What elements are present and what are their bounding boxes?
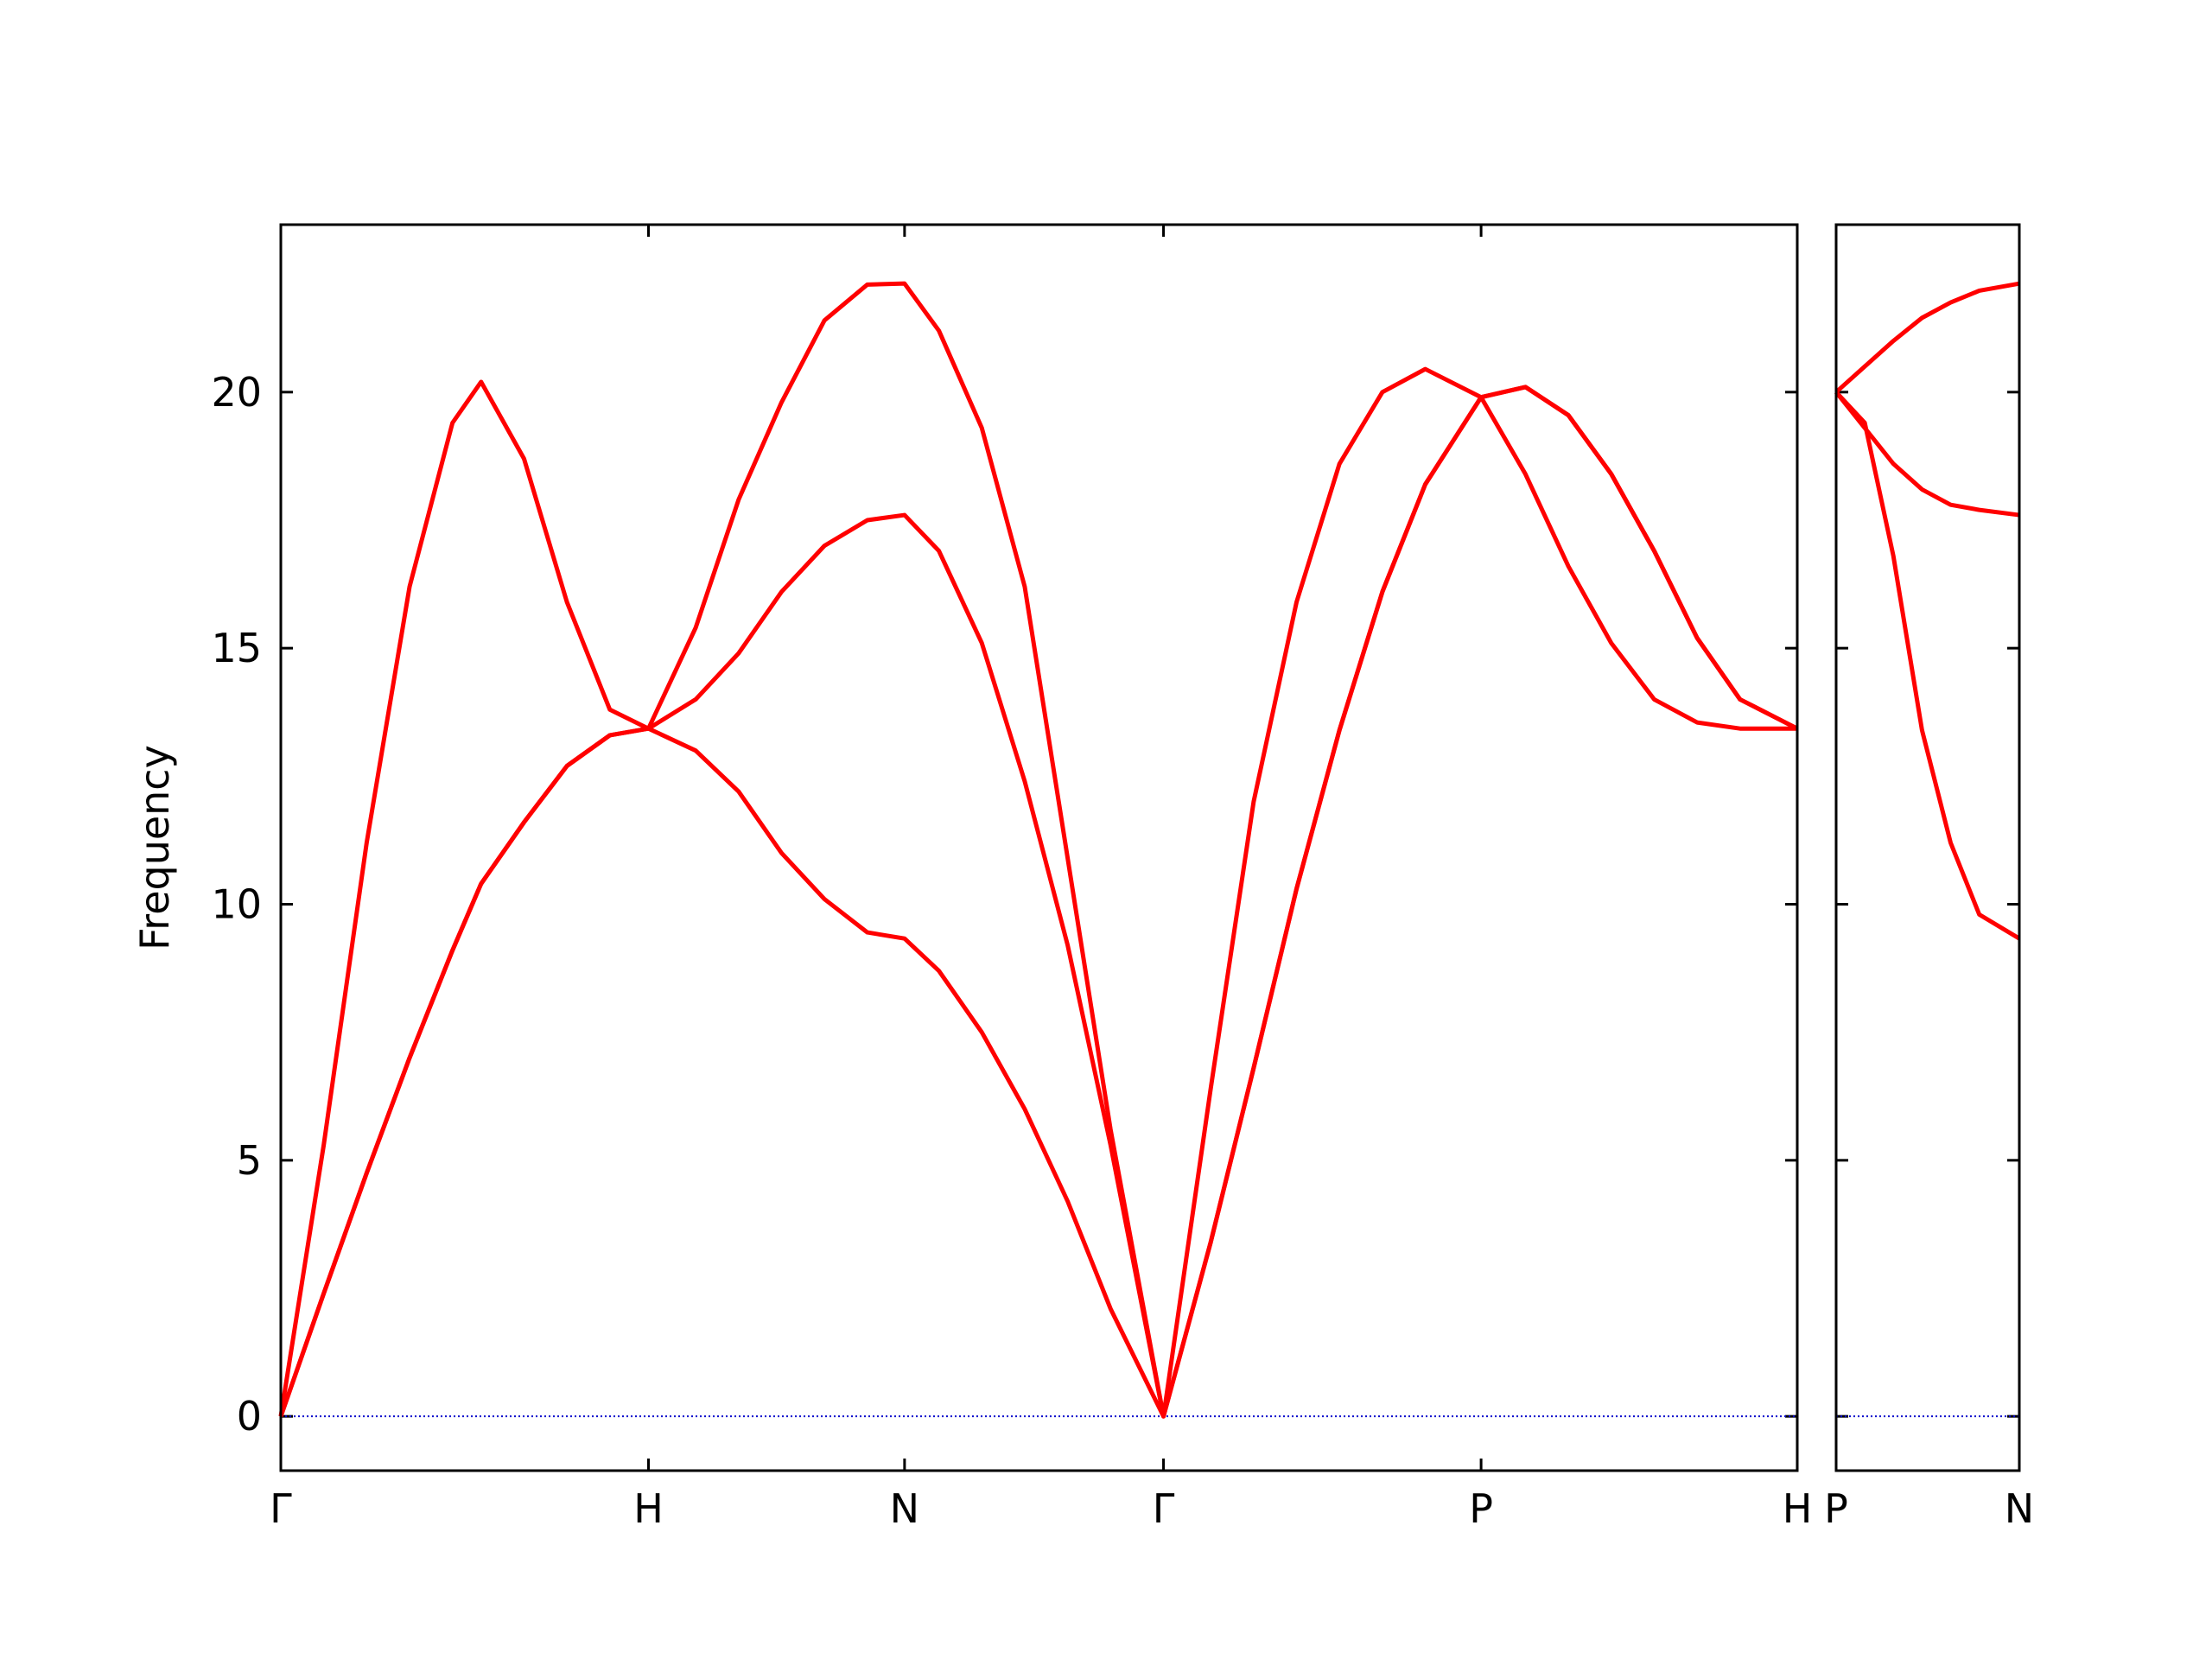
band-line xyxy=(278,385,1799,1419)
band-line xyxy=(278,385,1799,1419)
band-line xyxy=(1834,391,2021,941)
y-tick-label: 20 xyxy=(211,369,262,416)
x-tick-label: P xyxy=(1469,1485,1493,1532)
x-tick-label: Γ xyxy=(270,1485,292,1532)
y-axis-label: Frequency xyxy=(131,745,178,950)
x-tick-label: H xyxy=(1783,1485,1813,1532)
band-line xyxy=(278,281,1797,1419)
y-tick-label: 10 xyxy=(211,880,262,927)
x-tick-label: Γ xyxy=(1153,1485,1175,1532)
plot-frame xyxy=(1834,223,2021,1472)
x-tick-label: H xyxy=(633,1485,664,1532)
y-tick-label: 5 xyxy=(237,1137,262,1184)
y-tick-label: 0 xyxy=(237,1393,262,1440)
band-line xyxy=(1834,281,2020,394)
x-tick-label: N xyxy=(890,1485,919,1532)
band-line xyxy=(1834,391,2020,518)
plot-frame xyxy=(279,223,1799,1472)
x-tick-label: N xyxy=(2005,1485,2034,1532)
x-tick-label: P xyxy=(1824,1485,1848,1532)
y-tick-label: 15 xyxy=(211,625,262,671)
